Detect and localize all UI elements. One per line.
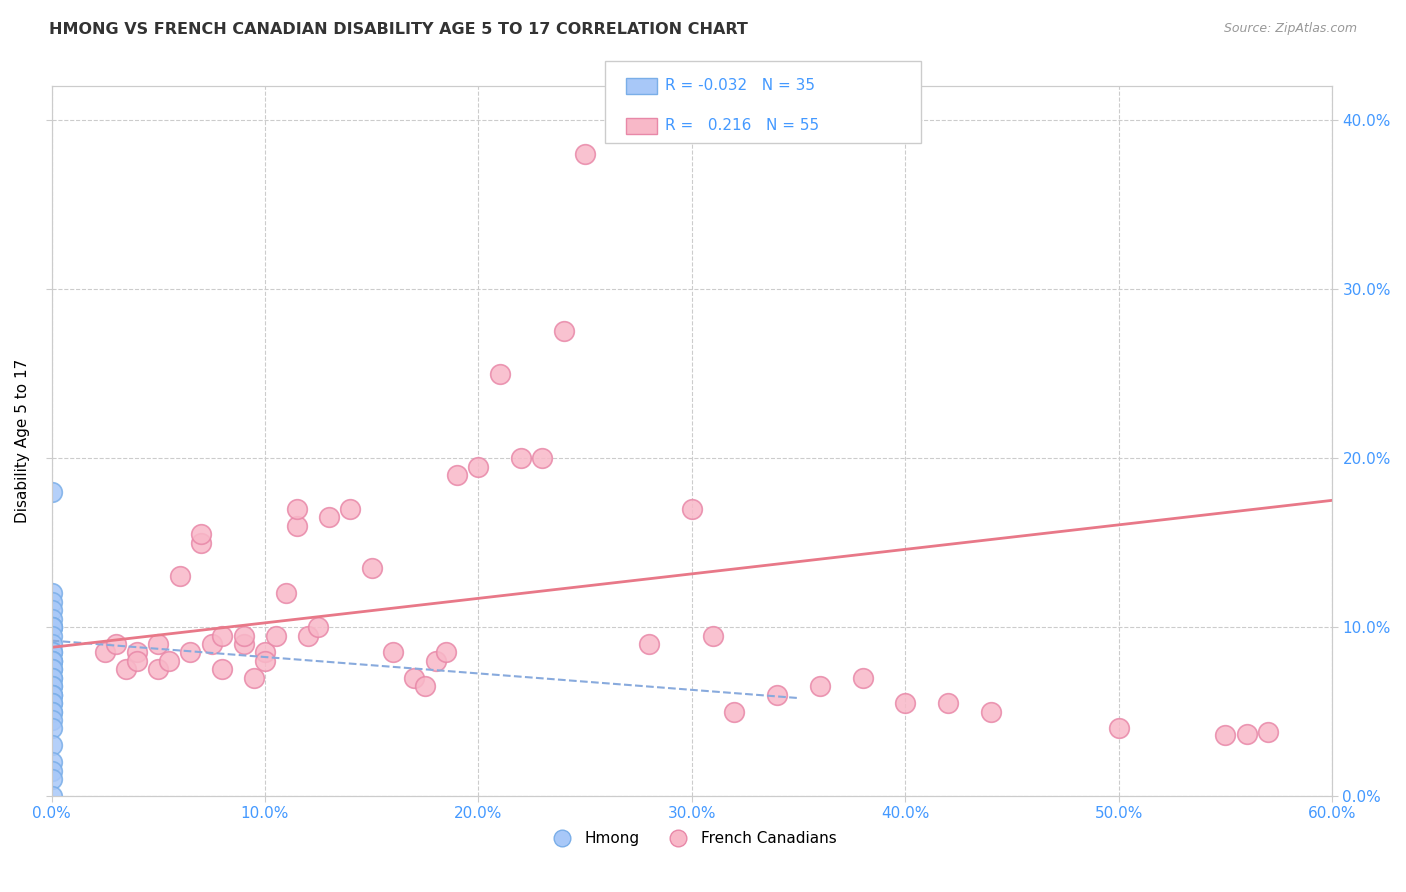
Point: [404, 671, 426, 685]
Point: [41, 688, 63, 702]
Text: Source: ZipAtlas.com: Source: ZipAtlas.com: [1223, 22, 1357, 36]
Point: [148, 662, 170, 676]
Point: [253, 654, 276, 668]
Point: [574, 147, 596, 161]
Point: [1257, 724, 1279, 739]
Text: R = -0.032   N = 35: R = -0.032 N = 35: [665, 78, 815, 93]
Point: [41, 705, 63, 719]
Point: [41, 654, 63, 668]
Point: [211, 628, 233, 642]
Point: [190, 535, 212, 549]
Point: [41, 789, 63, 803]
Point: [148, 637, 170, 651]
Point: [980, 705, 1002, 719]
Point: [41, 620, 63, 634]
Point: [297, 628, 319, 642]
Point: [41, 484, 63, 499]
Point: [41, 679, 63, 693]
Point: [1236, 726, 1258, 740]
Point: [41, 603, 63, 617]
Point: [169, 569, 191, 583]
Point: [157, 654, 180, 668]
Point: [41, 671, 63, 685]
Point: [264, 628, 287, 642]
Point: [41, 688, 63, 702]
Point: [681, 501, 703, 516]
Point: [41, 679, 63, 693]
Point: [413, 679, 436, 693]
Point: [125, 654, 148, 668]
Point: [41, 595, 63, 609]
Point: [360, 561, 382, 575]
Point: [936, 696, 959, 710]
Point: [41, 645, 63, 659]
Point: [200, 637, 222, 651]
Y-axis label: Disability Age 5 to 17: Disability Age 5 to 17: [15, 359, 30, 524]
Point: [125, 645, 148, 659]
Point: [41, 772, 63, 787]
Point: [808, 679, 831, 693]
Point: [41, 637, 63, 651]
Point: [318, 510, 340, 524]
Point: [307, 620, 329, 634]
Point: [232, 637, 254, 651]
Point: [41, 620, 63, 634]
Point: [41, 612, 63, 626]
Legend: Hmong, French Canadians: Hmong, French Canadians: [540, 825, 844, 852]
Point: [104, 637, 127, 651]
Point: [434, 645, 457, 659]
Point: [41, 662, 63, 676]
Point: [851, 671, 873, 685]
Point: [488, 367, 510, 381]
Point: [285, 501, 308, 516]
Point: [894, 696, 917, 710]
Point: [41, 696, 63, 710]
Point: [41, 722, 63, 736]
Point: [41, 688, 63, 702]
Point: [41, 739, 63, 753]
Point: [41, 756, 63, 770]
Point: [41, 696, 63, 710]
Point: [702, 628, 724, 642]
Text: HMONG VS FRENCH CANADIAN DISABILITY AGE 5 TO 17 CORRELATION CHART: HMONG VS FRENCH CANADIAN DISABILITY AGE …: [49, 22, 748, 37]
Point: [41, 620, 63, 634]
Point: [1215, 728, 1237, 742]
Point: [723, 705, 745, 719]
Point: [638, 637, 661, 651]
Point: [553, 324, 575, 338]
Point: [41, 586, 63, 600]
Point: [253, 645, 276, 659]
Point: [41, 628, 63, 642]
Point: [179, 645, 201, 659]
Point: [232, 628, 254, 642]
Point: [115, 662, 138, 676]
Point: [41, 764, 63, 778]
Point: [243, 671, 266, 685]
Point: [766, 688, 789, 702]
Point: [425, 654, 447, 668]
Point: [211, 662, 233, 676]
Point: [41, 645, 63, 659]
Text: R =   0.216   N = 55: R = 0.216 N = 55: [665, 119, 820, 133]
Point: [1108, 722, 1130, 736]
Point: [510, 451, 533, 466]
Point: [41, 671, 63, 685]
Point: [41, 713, 63, 727]
Point: [339, 501, 361, 516]
Point: [41, 662, 63, 676]
Point: [41, 654, 63, 668]
Point: [446, 468, 468, 483]
Point: [467, 459, 489, 474]
Point: [382, 645, 405, 659]
Point: [190, 527, 212, 541]
Point: [41, 654, 63, 668]
Point: [285, 518, 308, 533]
Point: [41, 705, 63, 719]
Point: [94, 645, 117, 659]
Point: [531, 451, 554, 466]
Point: [276, 586, 298, 600]
